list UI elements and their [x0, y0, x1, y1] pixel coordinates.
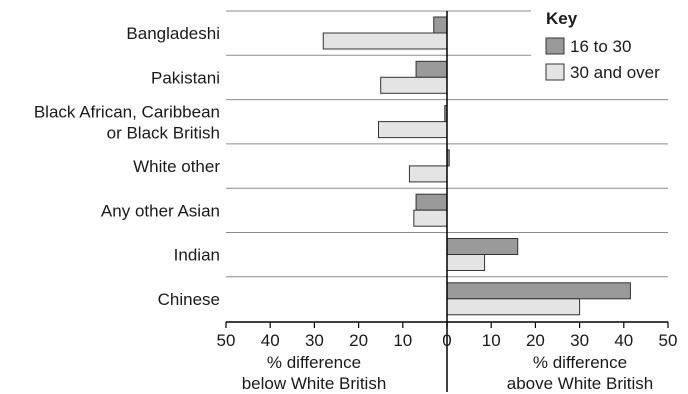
x-axis-ticks: 50 40 30 20 10 0 10 20 30 40 50 — [217, 322, 678, 350]
bar-16-to-30-4 — [415, 193, 448, 211]
x-tick-label: 10 — [482, 331, 501, 350]
legend-label-16-to-30: 16 to 30 — [570, 37, 631, 56]
category-label: White other — [133, 157, 220, 176]
x-axis-title-right-line1: % difference — [533, 353, 627, 372]
category-label: Indian — [174, 246, 220, 265]
x-tick-label: 30 — [570, 331, 589, 350]
x-axis-title-left-line1: % difference — [267, 353, 361, 372]
legend-swatch-30-and-over — [545, 63, 565, 81]
bar-30-and-over-0 — [322, 32, 448, 50]
x-tick-label: 40 — [261, 331, 280, 350]
category-labels: Bangladeshi Pakistani Black African, Carib… — [34, 24, 220, 309]
x-axis-title-left-line2: below White British — [242, 374, 387, 393]
bar-30-and-over-1 — [380, 76, 448, 94]
x-tick-label: 20 — [349, 331, 368, 350]
bar-30-and-over-2 — [377, 121, 448, 139]
bar-16-to-30-0 — [433, 16, 448, 34]
bar-30-and-over-5 — [446, 254, 486, 271]
x-tick-label: 50 — [659, 331, 678, 350]
legend-title: Key — [546, 9, 578, 28]
bar-16-to-30-1 — [415, 60, 448, 78]
x-tick-label: 0 — [442, 331, 451, 350]
bar-16-to-30-5 — [446, 238, 519, 255]
legend-swatch-16-to-30 — [545, 37, 565, 55]
category-label: Any other Asian — [101, 201, 220, 220]
x-tick-label: 50 — [217, 331, 236, 350]
x-tick-label: 40 — [614, 331, 633, 350]
x-tick-label: 20 — [526, 331, 545, 350]
bar-16-to-30-6 — [446, 282, 631, 300]
category-label: or Black British — [107, 123, 220, 142]
category-label: Bangladeshi — [126, 24, 220, 43]
legend-label-30-and-over: 30 and over — [570, 63, 660, 82]
x-axis-title-right-line2: above White British — [507, 374, 653, 393]
x-tick-label: 10 — [393, 331, 412, 350]
category-label: Chinese — [158, 290, 220, 309]
x-axis-titles: % difference below White British % diffe… — [242, 353, 654, 393]
bar-30-and-over-6 — [446, 298, 581, 316]
bar-30-and-over-3 — [408, 165, 448, 183]
category-label: Black African, Caribbean — [34, 102, 220, 121]
bar-30-and-over-4 — [413, 209, 448, 227]
legend: Key 16 to 30 30 and over — [531, 3, 681, 91]
category-label: Pakistani — [151, 68, 220, 87]
x-tick-label: 30 — [305, 331, 324, 350]
